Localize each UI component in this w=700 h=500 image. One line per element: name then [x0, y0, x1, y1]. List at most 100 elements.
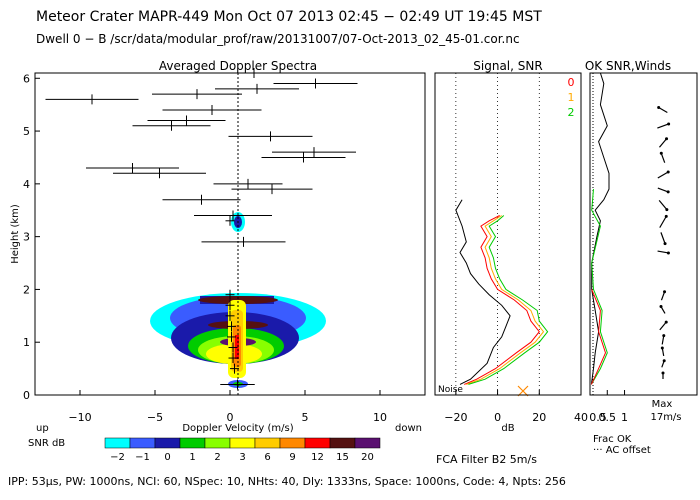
wind-arrow — [657, 250, 670, 255]
up-label: up — [36, 423, 49, 434]
y-tick-label: 5 — [23, 125, 30, 138]
x-tick-label: 1 — [621, 411, 628, 424]
wind-arrow — [657, 106, 668, 114]
colorbar-tick-label: 20 — [361, 452, 374, 463]
wind-arrow — [658, 200, 669, 212]
wind-arrow-shaft — [657, 123, 669, 129]
ac-offset-legend: ··· AC offset — [593, 445, 651, 456]
colorbar-cells — [104, 437, 381, 449]
colorbar-tick-label: 15 — [336, 452, 349, 463]
snr-colorbar: SNR dB −2 −1 0 1 2 3 6 9 12 15 20 — [28, 437, 381, 463]
colorbar-tick-label: −2 — [110, 452, 125, 463]
centroid-mark — [231, 184, 313, 195]
doppler-spectra-panel: Averaged Doppler Spectra −10 −5 0 5 10 0 1 2 3 4… — [10, 59, 426, 434]
colorbar-cell — [204, 437, 231, 449]
wind-arrow-shaft — [659, 321, 667, 331]
snr-x-ticks: −20 0 20 40 — [444, 390, 588, 424]
centroid-mark — [162, 104, 262, 115]
wind-arrow-head — [666, 251, 670, 255]
colorbar-cell — [154, 437, 181, 449]
colorbar-tick-label: 6 — [264, 452, 270, 463]
centroid-mark — [272, 147, 356, 158]
x-tick-label: −20 — [444, 411, 467, 424]
radar-parameters: IPP: 53μs, PW: 1000ns, NCI: 60, NSpec: 1… — [8, 475, 566, 488]
wind-arrow — [659, 137, 669, 148]
wind-arrow — [661, 371, 665, 379]
colorbar-cell — [279, 437, 306, 449]
centroid-mark — [86, 163, 179, 174]
colorbar-cell — [354, 437, 381, 449]
centroid-mark — [228, 353, 238, 364]
wind-arrow — [660, 290, 667, 301]
centroid-mark — [220, 379, 255, 390]
colorbar-tick-label: 2 — [214, 452, 220, 463]
wind-arrow-head — [657, 106, 661, 109]
centroid-mark — [194, 210, 272, 221]
wind-arrow-shaft — [658, 106, 668, 114]
colorbar-tick-label: 0 — [164, 452, 170, 463]
colorbar-cell — [129, 437, 156, 449]
wind-arrow-shaft — [657, 171, 669, 179]
x-tick-label: 20 — [532, 411, 546, 424]
wind-arrow-head — [664, 214, 668, 218]
centroid-mark — [228, 131, 313, 142]
centroid-mark — [227, 321, 236, 332]
colorbar-tick-label: 12 — [311, 452, 324, 463]
frac-ok-x-ticks: 0.5 1 0.5 — [589, 390, 628, 424]
doppler-panel-title: Averaged Doppler Spectra — [159, 59, 317, 73]
wind-arrow-shaft — [660, 232, 666, 244]
centroid-mark — [113, 168, 206, 179]
wind-arrow — [660, 232, 667, 246]
page-title: Meteor Crater MAPR-449 Mon Oct 07 2013 0… — [36, 9, 542, 25]
centroid-mark — [132, 120, 211, 131]
wind-arrow-head — [665, 208, 669, 212]
wind-arrow — [657, 122, 671, 129]
wind-arrow — [657, 170, 670, 179]
centroid-mark — [147, 115, 226, 126]
velocity-axis-label: Doppler Velocity (m/s) — [182, 423, 293, 434]
wind-arrow-shaft — [659, 216, 667, 228]
wind-arrow — [661, 359, 666, 368]
wind-arrow-head — [664, 320, 668, 324]
wind-arrow-shaft — [660, 153, 666, 163]
centroid-mark — [228, 342, 238, 353]
wind-arrow — [660, 346, 665, 357]
wind-arrow — [659, 214, 668, 228]
wind-arrow — [657, 187, 670, 194]
snr-panel-frame — [434, 72, 582, 396]
ac-offset-swatch: ··· — [593, 445, 606, 456]
colorbar-cell — [304, 437, 331, 449]
doppler-x-ticks: −10 −5 0 5 10 — [68, 390, 387, 424]
frac-ok-label: Frac OK — [593, 434, 632, 445]
colorbar-ticks: −2 −1 0 1 2 3 6 9 12 15 20 — [110, 452, 374, 463]
x-tick-label: 0 — [227, 411, 234, 424]
x-tick-label: −10 — [68, 411, 91, 424]
wind-arrow-head — [666, 170, 670, 174]
file-path-subtitle: Dwell 0 − B /scr/data/modular_prof/raw/2… — [36, 32, 520, 46]
colorbar-cell — [229, 437, 256, 449]
snr-series-line — [455, 199, 511, 385]
wind-arrow — [659, 305, 666, 314]
wind-max-label: Max — [652, 399, 673, 410]
y-tick-label: 6 — [23, 72, 30, 85]
snr-series-label: 2 — [568, 106, 575, 119]
wind-arrow-shaft — [657, 187, 669, 193]
spectral-centroid-marks — [45, 68, 358, 390]
centroid-mark — [225, 310, 235, 321]
colorbar-label: SNR dB — [28, 438, 65, 449]
wind-arrow-head — [660, 346, 664, 350]
x-tick-label: 0 — [494, 411, 501, 424]
noise-marker — [517, 385, 529, 397]
wind-arrow-head — [659, 151, 663, 155]
frac-ok-series — [590, 72, 610, 385]
doppler-y-ticks: 0 1 2 3 4 5 6 — [23, 72, 40, 402]
y-tick-label: 2 — [23, 283, 30, 296]
wind-arrow-shaft — [657, 250, 669, 254]
centroid-mark — [225, 289, 235, 300]
y-tick-label: 1 — [23, 336, 30, 349]
snr-grid-lines — [455, 73, 540, 395]
centroid-mark — [273, 78, 358, 89]
x-tick-label: 0.5 — [599, 411, 617, 424]
wind-arrow — [659, 151, 666, 163]
